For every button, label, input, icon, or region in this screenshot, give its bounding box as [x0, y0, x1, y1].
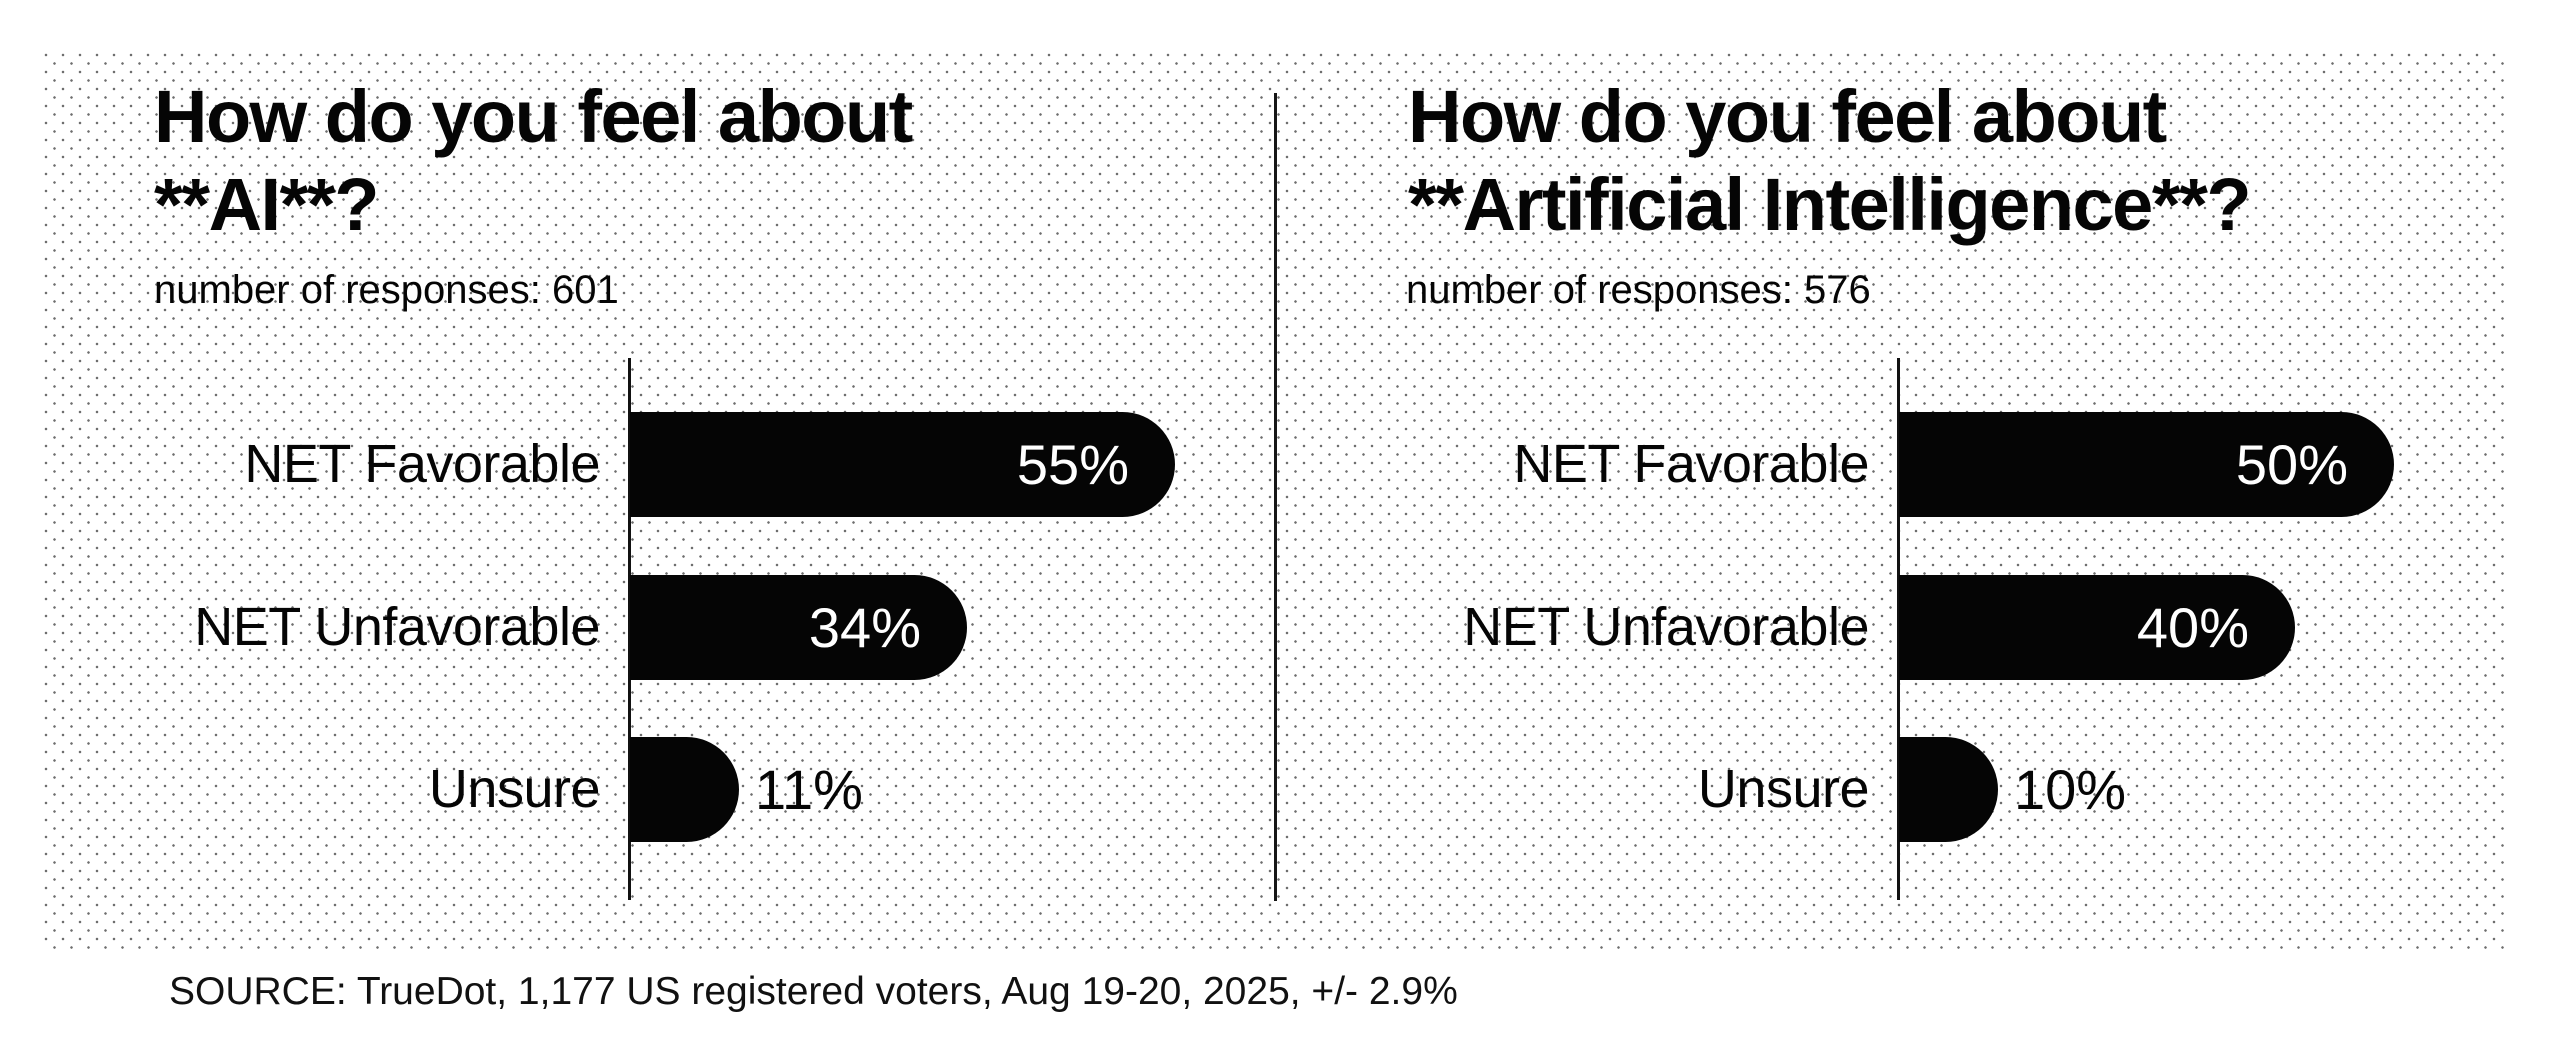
value-label: 10%: [2014, 758, 2127, 821]
center-divider-line: [1274, 93, 1277, 901]
category-label-net-favorable: NET Favorable: [244, 434, 600, 494]
chart-left-subtitle: number of responses: 601: [154, 268, 619, 312]
value-label: 11%: [755, 758, 863, 821]
category-label-net-favorable: NET Favorable: [1513, 434, 1869, 494]
chart-left-axis-line: [628, 358, 631, 900]
bar-net-unfavorable: 34%: [630, 574, 967, 680]
value-label: 55%: [1016, 433, 1129, 496]
bar-unsure: [1899, 737, 1998, 842]
value-label: 40%: [2136, 595, 2249, 659]
category-label-unsure: Unsure: [428, 759, 601, 819]
category-label-net-unfavorable: NET Unfavorable: [194, 596, 600, 657]
source-note: SOURCE: TrueDot, 1,177 US registered vot…: [169, 970, 1458, 1013]
chart-right-subtitle: number of responses: 576: [1406, 268, 1871, 312]
chart-right-title: How do you feel about **Artificial Intel…: [1408, 75, 2252, 246]
chart-left-title: How do you feel about **AI**?: [154, 75, 913, 246]
bar-net-favorable: 50%: [1899, 412, 2394, 517]
category-label-net-unfavorable: NET Unfavorable: [1463, 596, 1869, 657]
bar-net-unfavorable: 40%: [1899, 574, 2295, 680]
value-label: 50%: [2235, 433, 2348, 496]
category-label-unsure: Unsure: [1697, 759, 1870, 819]
bar-net-favorable: 55%: [630, 412, 1175, 517]
value-label: 34%: [808, 595, 921, 659]
chart-right-axis-line: [1897, 358, 1900, 900]
bar-unsure: [630, 737, 739, 842]
